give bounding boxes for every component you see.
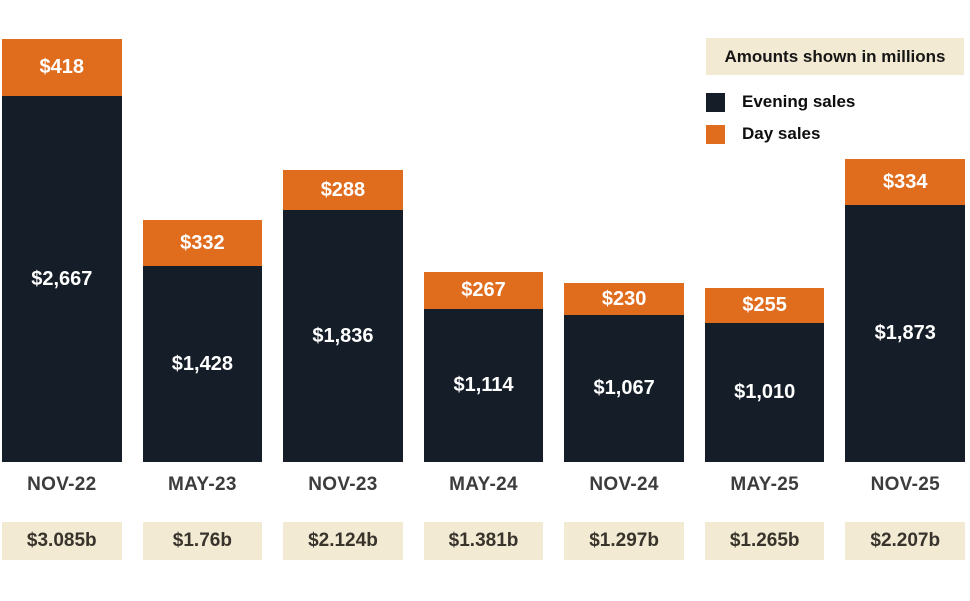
bar-area: $332 $1,428	[142, 0, 263, 462]
bar-area: $255 $1,010	[704, 0, 825, 462]
category-label: MAY-24	[449, 474, 518, 495]
evening-sales-value: $1,010	[734, 381, 796, 403]
bar-column: $267 $1,114 MAY-24 $1.381b	[423, 0, 544, 560]
stacked-bar: $288 $1,836	[283, 170, 403, 462]
category-label: NOV-23	[308, 474, 378, 495]
bar-area: $230 $1,067	[564, 0, 684, 462]
day-sales-segment: $334	[845, 159, 966, 205]
evening-sales-value: $1,428	[171, 352, 233, 375]
total-badge: $3.085b	[2, 522, 122, 560]
evening-sales-value: $1,836	[312, 324, 374, 347]
evening-sales-segment: $1,010	[704, 323, 825, 462]
evening-sales-value: $1,114	[453, 374, 514, 396]
category-label: MAY-23	[168, 474, 237, 495]
evening-sales-swatch-icon	[706, 92, 725, 112]
bar-columns: $418 $2,667 NOV-22 $3.085b $332 $1,428 MAY-23 $…	[2, 0, 966, 560]
day-sales-segment: $288	[283, 170, 403, 210]
bar-area: $418 $2,667	[2, 0, 122, 462]
bar-column: $332 $1,428 MAY-23 $1.76b	[142, 0, 263, 560]
category-label: NOV-22	[27, 474, 97, 495]
bar-column: $255 $1,010 MAY-25 $1.265b	[704, 0, 825, 560]
day-sales-segment: $267	[423, 272, 544, 309]
stacked-bar: $267 $1,114	[423, 272, 544, 462]
stacked-bar: $334 $1,873	[845, 159, 966, 462]
legend-items: Evening sales Day sales	[706, 92, 964, 144]
evening-sales-value: $1,873	[874, 322, 936, 344]
chart-legend: Amounts shown in millions Evening sales …	[706, 38, 964, 144]
day-sales-value: $230	[601, 287, 647, 310]
category-label: MAY-25	[730, 474, 800, 495]
category-label: NOV-25	[870, 474, 940, 495]
day-sales-swatch-icon	[706, 124, 725, 144]
day-sales-value: $255	[742, 294, 787, 316]
legend-item-evening-sales: Evening sales	[706, 92, 964, 112]
total-badge: $1.381b	[423, 522, 544, 560]
bar-area: $288 $1,836	[283, 0, 403, 462]
day-sales-segment: $255	[704, 288, 825, 323]
bar-column: $288 $1,836 NOV-23 $2.124b	[283, 0, 403, 560]
evening-sales-segment: $1,067	[564, 315, 684, 462]
stacked-bar: $332 $1,428	[142, 220, 263, 462]
total-badge: $2.207b	[845, 522, 966, 560]
evening-sales-value: $1,067	[593, 377, 655, 399]
evening-sales-segment: $1,873	[845, 205, 966, 462]
evening-sales-segment: $1,428	[142, 266, 263, 462]
day-sales-value: $418	[39, 56, 85, 78]
day-sales-value: $267	[461, 279, 506, 301]
bar-area: $334 $1,873	[845, 0, 966, 462]
total-badge: $1.297b	[564, 522, 684, 560]
evening-sales-value: $2,667	[31, 267, 93, 290]
day-sales-value: $334	[883, 170, 928, 193]
bar-column: $418 $2,667 NOV-22 $3.085b	[2, 0, 122, 560]
bar-column: $334 $1,873 NOV-25 $2.207b	[845, 0, 966, 560]
legend-units-note: Amounts shown in millions	[706, 38, 964, 75]
day-sales-segment: $230	[564, 283, 684, 315]
legend-item-day-sales: Day sales	[706, 124, 964, 144]
bar-area: $267 $1,114	[423, 0, 544, 462]
total-badge: $1.265b	[704, 522, 825, 560]
evening-sales-segment: $2,667	[2, 96, 122, 462]
stacked-bar: $230 $1,067	[564, 283, 684, 462]
day-sales-segment: $418	[2, 39, 122, 96]
legend-item-label: Evening sales	[742, 92, 856, 111]
bar-column: $230 $1,067 NOV-24 $1.297b	[564, 0, 684, 560]
day-sales-segment: $332	[142, 220, 263, 266]
total-badge: $2.124b	[283, 522, 403, 560]
day-sales-value: $288	[320, 178, 366, 201]
day-sales-value: $332	[180, 231, 225, 254]
stacked-bar: $255 $1,010	[704, 288, 825, 462]
category-label: NOV-24	[589, 474, 659, 495]
stacked-bar: $418 $2,667	[2, 39, 122, 462]
legend-item-label: Day sales	[742, 124, 821, 143]
total-badge: $1.76b	[142, 522, 263, 560]
evening-sales-segment: $1,836	[283, 210, 403, 462]
evening-sales-segment: $1,114	[423, 309, 544, 462]
